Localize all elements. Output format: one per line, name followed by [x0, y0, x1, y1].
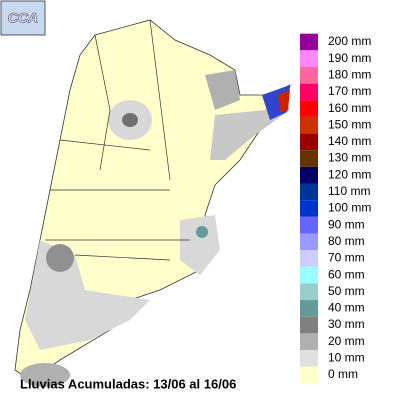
legend-swatch	[300, 333, 318, 351]
legend-swatch	[300, 216, 318, 234]
legend-swatch	[300, 150, 318, 167]
logo-box	[0, 0, 46, 36]
legend-label: 190 mm	[328, 51, 371, 65]
legend-label: 30 mm	[328, 317, 365, 331]
legend-swatch	[300, 33, 318, 51]
legend-label: 0 mm	[328, 367, 358, 381]
legend-label: 40 mm	[328, 301, 365, 315]
legend: 200 mm 190 mm 180 mm 170 mm 160 mm 150 mm 140 …	[300, 33, 371, 384]
legend-label: 130 mm	[328, 151, 371, 165]
legend-swatch	[300, 200, 318, 217]
legend-label: 10 mm	[328, 351, 365, 365]
legend-swatch	[300, 66, 318, 84]
legend-label: 150 mm	[328, 117, 371, 131]
map	[14, 19, 291, 387]
logo-text: CCA	[8, 10, 38, 26]
legend-swatch	[300, 233, 318, 251]
legend-label: 20 mm	[328, 334, 365, 348]
rain-area	[122, 113, 138, 127]
legend-label: 100 mm	[328, 201, 371, 215]
legend-label: 120 mm	[328, 167, 371, 181]
legend-swatch	[300, 300, 318, 317]
legend-label: 140 mm	[328, 134, 371, 148]
legend-swatch	[300, 116, 318, 134]
legend-label: 80 mm	[328, 234, 365, 248]
rain-area	[196, 226, 208, 238]
legend-swatch	[300, 266, 318, 284]
province-borders	[45, 19, 190, 261]
rain-area	[205, 70, 240, 110]
rain-area	[278, 90, 290, 112]
rain-area	[46, 244, 74, 272]
legend-label: 200 mm	[328, 34, 371, 48]
legend-swatch	[300, 316, 318, 334]
legend-swatch	[300, 283, 318, 301]
rain-area	[20, 363, 70, 387]
legend-swatch	[300, 133, 318, 151]
legend-swatch	[300, 350, 318, 367]
legend-label: 50 mm	[328, 284, 365, 298]
rain-area	[180, 215, 220, 275]
legend-label: 90 mm	[328, 217, 365, 231]
legend-label: 110 mm	[328, 184, 370, 198]
legend-label: 60 mm	[328, 267, 365, 281]
map-title: Lluvias Acumuladas: 13/06 al 16/06	[20, 376, 236, 391]
legend-label: 70 mm	[328, 251, 365, 265]
legend-swatch	[300, 83, 318, 101]
legend-swatch	[300, 183, 318, 201]
legend-label: 160 mm	[328, 101, 371, 115]
logo: CCA	[0, 0, 46, 36]
legend-swatch	[300, 250, 318, 267]
legend-label: 170 mm	[328, 84, 371, 98]
legend-swatch	[300, 50, 318, 67]
legend-swatch	[300, 366, 318, 384]
legend-swatch	[300, 100, 318, 117]
legend-label: 180 mm	[328, 67, 371, 81]
legend-swatch	[300, 166, 318, 184]
